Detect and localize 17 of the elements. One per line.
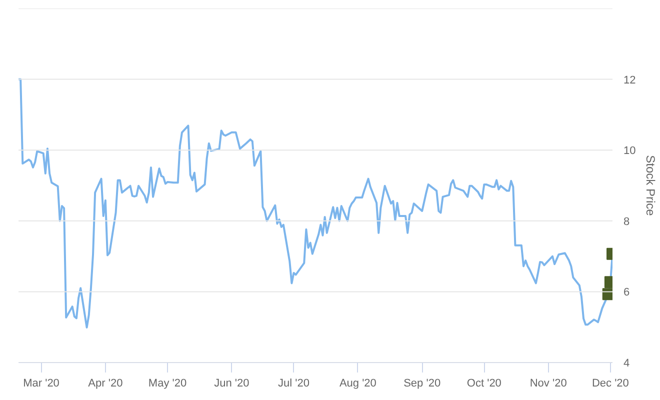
x-tick-label: Dec '20 xyxy=(592,378,629,390)
x-tick-label: Apr '20 xyxy=(88,378,123,390)
line-series xyxy=(18,78,612,328)
y-tick-label: 10 xyxy=(624,145,636,158)
x-tick-label: Jun '20 xyxy=(214,378,250,390)
y-tick-label: 12 xyxy=(624,74,636,86)
x-tick-label: Aug '20 xyxy=(339,378,376,390)
y-tick-label: 4 xyxy=(624,358,630,370)
x-tick-label: Mar '20 xyxy=(23,378,60,390)
x-tick-label: Sep '20 xyxy=(404,378,441,390)
x-tick-label: Oct '20 xyxy=(466,378,502,390)
x-tick-label: Nov '20 xyxy=(530,378,567,390)
y-tick-label: 8 xyxy=(624,216,630,228)
y-tick-label: 6 xyxy=(624,286,630,299)
x-tick-label: May '20 xyxy=(148,378,187,390)
x-tick-label: Jul '20 xyxy=(278,378,310,390)
y2-axis-title: Stock Price xyxy=(644,155,658,216)
